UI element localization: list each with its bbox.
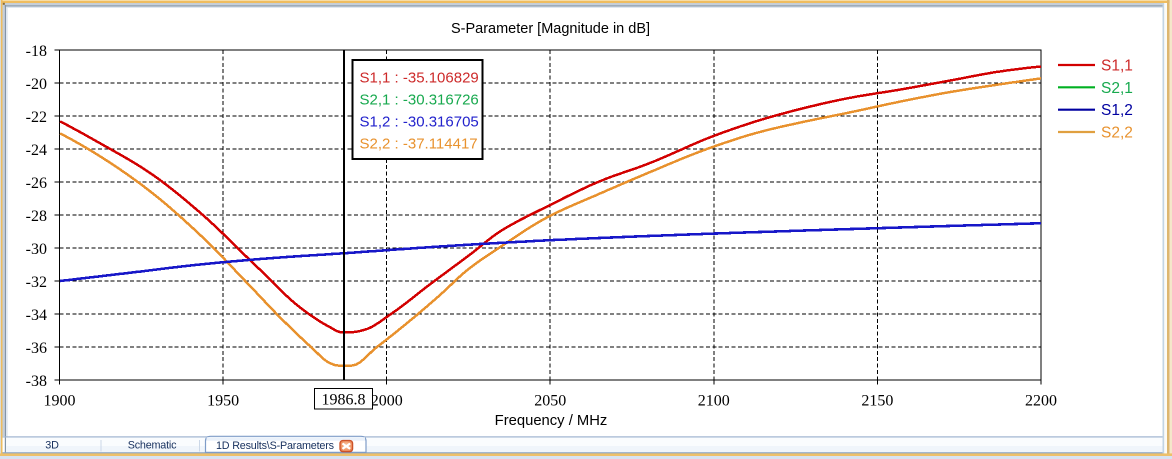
svg-text:S2,1: S2,1 xyxy=(1101,80,1133,97)
svg-text:1D Results\S-Parameters: 1D Results\S-Parameters xyxy=(216,440,335,452)
svg-text:1950: 1950 xyxy=(207,393,239,410)
svg-text:-32: -32 xyxy=(26,274,47,291)
svg-text:3D: 3D xyxy=(45,440,59,452)
svg-text:S1,2: S1,2 xyxy=(1101,102,1133,119)
svg-text:-18: -18 xyxy=(26,43,47,60)
svg-text:S2,2 : -37.114417: S2,2 : -37.114417 xyxy=(360,136,478,153)
svg-text:1900: 1900 xyxy=(44,393,76,410)
svg-text:1986.8: 1986.8 xyxy=(322,392,366,409)
svg-text:-22: -22 xyxy=(26,109,47,126)
svg-text:-36: -36 xyxy=(26,340,47,357)
svg-text:Frequency / MHz: Frequency / MHz xyxy=(495,413,608,429)
svg-text:S1,1: S1,1 xyxy=(1101,58,1133,75)
svg-text:2000: 2000 xyxy=(371,393,403,410)
svg-text:2200: 2200 xyxy=(1025,393,1057,410)
svg-text:-20: -20 xyxy=(26,76,47,93)
svg-text:2100: 2100 xyxy=(698,393,730,410)
svg-text:-24: -24 xyxy=(26,142,47,159)
svg-text:2050: 2050 xyxy=(534,393,566,410)
svg-text:2150: 2150 xyxy=(861,393,893,410)
svg-text:S1,2 : -30.316705: S1,2 : -30.316705 xyxy=(360,114,479,131)
svg-text:S-Parameter [Magnitude in dB]: S-Parameter [Magnitude in dB] xyxy=(451,21,650,37)
svg-text:Schematic: Schematic xyxy=(128,440,177,452)
svg-text:-26: -26 xyxy=(26,175,47,192)
svg-text:-30: -30 xyxy=(26,241,47,258)
svg-text:-34: -34 xyxy=(26,307,47,324)
svg-text:S2,1 : -30.316726: S2,1 : -30.316726 xyxy=(360,92,479,109)
svg-text:-28: -28 xyxy=(26,208,47,225)
svg-text:S2,2: S2,2 xyxy=(1101,125,1133,142)
svg-text:-38: -38 xyxy=(26,373,47,390)
svg-text:S1,1 : -35.106829: S1,1 : -35.106829 xyxy=(360,70,479,87)
